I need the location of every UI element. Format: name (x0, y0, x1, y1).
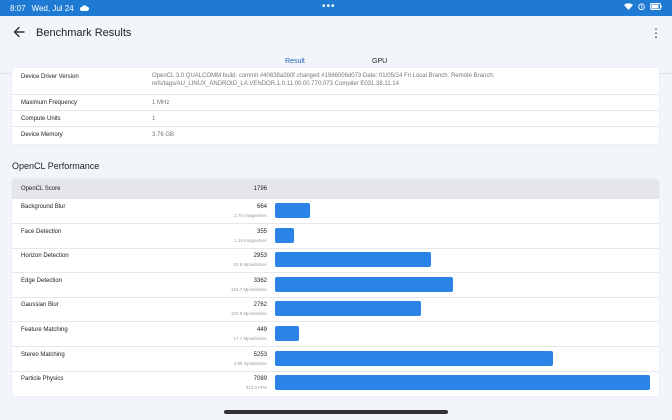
score-value: 1796 (253, 186, 267, 192)
info-value: 1 MHz (152, 100, 170, 106)
benchmark-rate: 4.99 Gpixels/sec (233, 360, 267, 366)
benchmark-name: Gaussian Blur (21, 302, 59, 309)
benchmark-row: Background Blur 664 2.75 images/sec (12, 199, 659, 224)
benchmark-bar (275, 301, 422, 317)
benchmark-name: Edge Detection (21, 277, 63, 284)
benchmark-score: 449 (256, 327, 267, 333)
info-value: 1 (152, 116, 156, 122)
score-label: OpenCL Score (21, 186, 61, 192)
benchmark-row: Horizon Detection 2953 91.9 Mpixels/sec (12, 248, 659, 274)
info-key: Compute Units (21, 116, 61, 122)
info-key: Device Memory (21, 132, 63, 138)
status-time: 8:07 (10, 3, 26, 13)
page-title: Benchmark Results (36, 27, 132, 39)
app-bar: Benchmark Results ⋮ (0, 16, 672, 50)
benchmark-rate: 2.75 images/sec (234, 213, 267, 218)
benchmark-score: 3362 (253, 277, 267, 284)
benchmark-name: Particle Physics (21, 376, 64, 383)
more-vert-icon[interactable]: ⋮ (650, 26, 662, 40)
benchmark-score: 5253 (253, 351, 267, 358)
benchmark-bar (275, 350, 553, 366)
benchmark-score: 7089 (253, 376, 267, 383)
info-key: Device Driver Version (21, 74, 79, 80)
benchmark-rate: 120.9 Mpixels/sec (230, 311, 267, 317)
info-value: 3.76 GB (152, 132, 175, 138)
benchmark-row: Edge Detection 3362 124.7 Mpixels/sec (12, 273, 659, 298)
benchmark-bar (275, 276, 453, 292)
info-key: Maximum Frequency (21, 100, 78, 106)
status-date: Wed, Jul 24 (31, 3, 74, 13)
benchmark-name: Feature Matching (21, 327, 68, 333)
section-title: OpenCL Performance (12, 161, 100, 171)
benchmark-rate: 91.9 Mpixels/sec (233, 262, 267, 268)
benchmark-name: Background Blur (21, 204, 66, 210)
tab-result[interactable]: Result (285, 58, 305, 65)
benchmark-name: Face Detection (21, 228, 62, 235)
arrow-back-icon[interactable] (11, 24, 27, 40)
info-row-device-memory: Device Memory 3.76 GB (12, 127, 659, 144)
benchmark-row: Feature Matching 449 17.7 Mpixels/sec (12, 322, 659, 347)
info-value: OpenCL 3.0 QUALCOMM build: commit #40638… (152, 73, 495, 87)
benchmark-name: Stereo Matching (21, 351, 65, 358)
status-center-dots: ••• (322, 1, 336, 12)
battery-icon (650, 3, 662, 12)
benchmark-rate: 17.7 Mpixels/sec (233, 336, 267, 341)
benchmark-rate: 1.16 images/sec (234, 237, 267, 243)
benchmark-bar (275, 227, 294, 243)
benchmark-score: 355 (256, 228, 267, 235)
benchmark-bar (275, 375, 650, 391)
benchmark-row: Particle Physics 7089 312.0 FPS (12, 371, 659, 396)
alarm-icon (638, 3, 645, 12)
benchmark-row: Stereo Matching 5253 4.99 Gpixels/sec (12, 347, 659, 372)
opencl-performance-card: OpenCL Score 1796 Background Blur 664 2.75… (12, 179, 659, 396)
score-header: OpenCL Score 1796 (12, 179, 659, 199)
home-indicator[interactable] (224, 410, 448, 414)
benchmark-score: 664 (256, 204, 267, 210)
benchmark-score: 2953 (253, 253, 267, 260)
info-row-max-frequency: Maximum Frequency 1 MHz (12, 95, 659, 111)
benchmark-bar (275, 203, 311, 218)
benchmark-row: Gaussian Blur 2762 120.9 Mpixels/sec (12, 297, 659, 323)
benchmark-name: Horizon Detection (21, 253, 69, 260)
info-row-driver-version: Device Driver Version OpenCL 3.0 QUALCOM… (12, 68, 659, 95)
status-bar: 8:07 Wed, Jul 24 ••• (0, 0, 672, 16)
benchmark-bar (275, 252, 432, 268)
wifi-icon (624, 3, 633, 12)
info-row-compute-units: Compute Units 1 (12, 111, 659, 127)
tab-gpu[interactable]: GPU (372, 58, 388, 65)
benchmark-bar (275, 326, 299, 341)
benchmark-rate: 124.7 Mpixels/sec (230, 286, 267, 292)
benchmark-row: Face Detection 355 1.16 images/sec (12, 224, 659, 249)
benchmark-rate: 312.0 FPS (245, 385, 267, 391)
benchmark-score: 2762 (253, 302, 267, 309)
device-info-card: Device Driver Version OpenCL 3.0 QUALCOM… (12, 68, 659, 144)
cloud-icon (79, 4, 89, 13)
